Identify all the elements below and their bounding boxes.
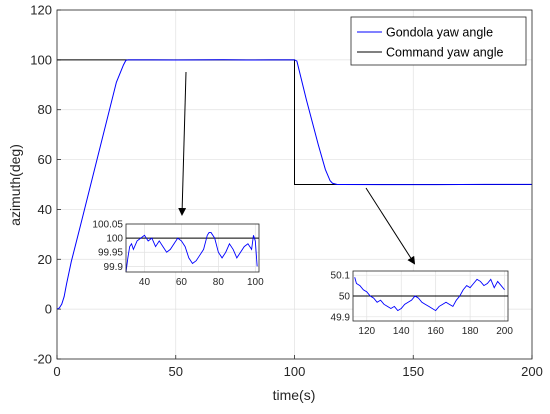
inset-y-tick-label: 99.9 <box>104 262 124 273</box>
legend-label-gondola: Gondola yaw angle <box>386 26 493 40</box>
inset-y-tick-label: 100 <box>106 234 123 245</box>
legend-box <box>350 16 527 66</box>
y-axis-label: azimuth(deg) <box>7 144 23 226</box>
y-tick-label: 0 <box>45 302 52 317</box>
inset-background <box>126 224 259 272</box>
inset-y-tick-label: 49.9 <box>331 312 351 323</box>
inset-y-tick-label: 50 <box>339 292 351 303</box>
y-tick-label: 40 <box>38 202 52 217</box>
x-tick-labels: 0 50 100 150 200 <box>53 364 542 379</box>
inset-frame <box>125 223 260 273</box>
inset1-arrow <box>178 71 187 216</box>
inset2-arrow <box>365 187 416 265</box>
y-tick-label: 100 <box>30 52 52 67</box>
plot-frame <box>56 9 533 360</box>
y-tick-label: 80 <box>38 102 52 117</box>
x-tick-label: 100 <box>284 364 306 379</box>
x-tick-label: 200 <box>521 364 543 379</box>
inset-chart-2: 120 140 160 180 200 49.9 50 50.1 <box>331 270 513 337</box>
series-command-line <box>57 59 532 185</box>
inset-x-tick-label: 40 <box>139 277 151 288</box>
x-axis-label: time(s) <box>273 387 316 403</box>
legend: Gondola yaw angle Command yaw angle <box>350 16 527 66</box>
inset-frame <box>352 270 509 322</box>
inset-gondola-line <box>125 232 258 273</box>
inset-x-tick-label: 80 <box>213 277 225 288</box>
inset-gondola-line <box>354 277 505 312</box>
series-gondola-line <box>56 59 532 310</box>
legend-label-command: Command yaw angle <box>386 46 503 60</box>
x-tick-label: 0 <box>53 364 60 379</box>
main-series <box>56 59 532 310</box>
inset-x-tick-label: 160 <box>427 326 444 337</box>
y-tick-labels: -20 0 20 40 60 80 100 120 <box>30 3 52 367</box>
inset-y-tick-label: 99.95 <box>98 248 123 259</box>
inset-x-tick-label: 60 <box>176 277 188 288</box>
inset-x-tick-label: 140 <box>393 326 410 337</box>
inset-y-tick-label: 100.05 <box>92 220 123 231</box>
inset-x-tick-label: 120 <box>358 326 375 337</box>
y-tick-label: 20 <box>38 252 52 267</box>
inset-x-tick-label: 200 <box>496 326 513 337</box>
inset-chart-1: 40 60 80 100 99.9 99.95 100 100.05 <box>92 220 264 289</box>
x-tick-label: 150 <box>402 364 424 379</box>
inset-x-tick-label: 100 <box>247 277 264 288</box>
inset-x-tick-label: 180 <box>462 326 479 337</box>
x-tick-label: 50 <box>169 364 183 379</box>
y-tick-label: 60 <box>38 152 52 167</box>
inset-y-tick-label: 50.1 <box>331 271 351 282</box>
y-tick-label: 120 <box>30 3 52 18</box>
y-tick-label: -20 <box>33 352 52 367</box>
